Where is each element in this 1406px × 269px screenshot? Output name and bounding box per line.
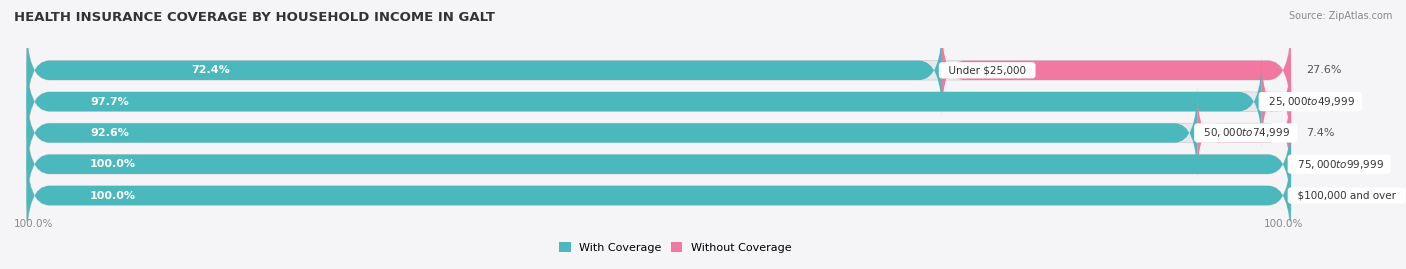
Text: 100.0%: 100.0%	[14, 219, 53, 229]
FancyBboxPatch shape	[1198, 86, 1291, 180]
FancyBboxPatch shape	[27, 118, 1291, 211]
Text: $75,000 to $99,999: $75,000 to $99,999	[1291, 158, 1388, 171]
Text: 0.0%: 0.0%	[1306, 190, 1334, 200]
Text: 7.4%: 7.4%	[1306, 128, 1334, 138]
Text: 27.6%: 27.6%	[1306, 65, 1341, 75]
FancyBboxPatch shape	[942, 24, 1291, 117]
Text: 100.0%: 100.0%	[1264, 219, 1303, 229]
FancyBboxPatch shape	[1261, 55, 1291, 148]
Text: 100.0%: 100.0%	[90, 190, 136, 200]
FancyBboxPatch shape	[27, 149, 1291, 242]
Text: $100,000 and over: $100,000 and over	[1291, 190, 1402, 200]
FancyBboxPatch shape	[27, 149, 1291, 242]
Text: $25,000 to $49,999: $25,000 to $49,999	[1261, 95, 1358, 108]
FancyBboxPatch shape	[27, 86, 1198, 180]
Text: $50,000 to $74,999: $50,000 to $74,999	[1198, 126, 1294, 139]
FancyBboxPatch shape	[27, 86, 1291, 180]
Text: 92.6%: 92.6%	[90, 128, 129, 138]
Text: Source: ZipAtlas.com: Source: ZipAtlas.com	[1288, 11, 1392, 21]
Text: HEALTH INSURANCE COVERAGE BY HOUSEHOLD INCOME IN GALT: HEALTH INSURANCE COVERAGE BY HOUSEHOLD I…	[14, 11, 495, 24]
FancyBboxPatch shape	[27, 118, 1291, 211]
FancyBboxPatch shape	[27, 24, 1291, 117]
FancyBboxPatch shape	[27, 55, 1291, 148]
Text: 0.0%: 0.0%	[1306, 159, 1334, 169]
Text: 100.0%: 100.0%	[90, 159, 136, 169]
Text: Under $25,000: Under $25,000	[942, 65, 1032, 75]
Text: 2.3%: 2.3%	[1306, 97, 1334, 107]
Text: 72.4%: 72.4%	[191, 65, 231, 75]
Legend: With Coverage, Without Coverage: With Coverage, Without Coverage	[560, 242, 792, 253]
FancyBboxPatch shape	[27, 55, 1261, 148]
Text: 97.7%: 97.7%	[90, 97, 129, 107]
FancyBboxPatch shape	[27, 24, 942, 117]
